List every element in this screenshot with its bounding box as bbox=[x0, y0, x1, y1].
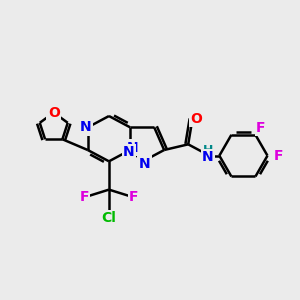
Text: Cl: Cl bbox=[101, 211, 116, 225]
Text: F: F bbox=[274, 149, 284, 163]
Text: N: N bbox=[127, 141, 138, 155]
Text: F: F bbox=[129, 190, 139, 204]
Text: H: H bbox=[203, 144, 213, 157]
Text: N: N bbox=[202, 150, 214, 164]
Text: F: F bbox=[256, 121, 266, 135]
Text: F: F bbox=[79, 190, 89, 204]
Text: N: N bbox=[123, 145, 135, 159]
Text: O: O bbox=[190, 112, 202, 126]
Text: O: O bbox=[48, 106, 60, 120]
Text: N: N bbox=[139, 157, 150, 171]
Text: N: N bbox=[80, 120, 91, 134]
